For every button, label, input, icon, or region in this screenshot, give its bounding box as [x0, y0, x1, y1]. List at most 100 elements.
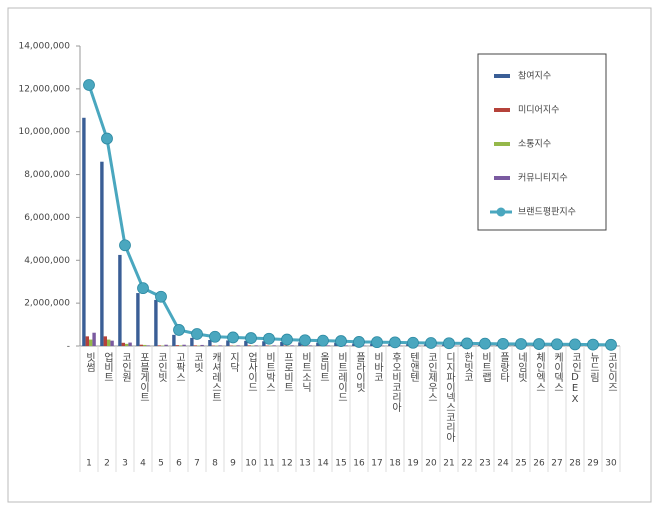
line-point — [101, 132, 113, 145]
bar — [190, 337, 194, 346]
legend-label: 소통지수 — [518, 139, 551, 150]
line-point — [515, 338, 527, 350]
rank-label: 10 — [245, 459, 257, 469]
rank-label: 1 — [86, 459, 92, 469]
bar — [154, 299, 158, 346]
x-tick-label: 캐셔레스트 — [210, 352, 222, 402]
rank-label: 5 — [158, 459, 164, 469]
rank-label: 13 — [299, 459, 310, 469]
legend-label: 브랜드평판지수 — [518, 207, 576, 218]
bar — [316, 342, 320, 346]
bar — [254, 345, 258, 346]
x-tick-label: 비트소닉 — [300, 352, 312, 393]
y-tick-label: 4,000,000 — [24, 256, 70, 266]
legend-label: 참여지수 — [518, 70, 551, 82]
line-point — [353, 336, 365, 348]
legend-label: 커뮤니티지수 — [518, 173, 568, 184]
line-point — [605, 338, 617, 351]
bar — [326, 345, 330, 346]
line-point — [119, 239, 131, 252]
bar — [157, 345, 161, 346]
bar — [280, 341, 284, 346]
legend-label: 미디어지수 — [518, 105, 559, 116]
bar — [344, 345, 348, 346]
rank-label: 23 — [479, 459, 490, 469]
bar — [110, 340, 114, 346]
x-tick-label: 비바코 — [372, 352, 384, 382]
x-tick-label: 한빗코 — [462, 352, 474, 382]
bar — [244, 340, 248, 346]
bar — [121, 342, 125, 346]
rank-label: 12 — [281, 459, 292, 469]
line-point — [371, 336, 383, 349]
bar — [182, 344, 186, 346]
y-tick-label: - — [67, 342, 70, 352]
x-tick-label: 코빗 — [192, 352, 204, 373]
bar — [290, 345, 294, 346]
legend-swatch — [494, 176, 510, 180]
rank-label: 28 — [569, 459, 581, 469]
rank-label: 27 — [551, 459, 562, 469]
bar — [89, 339, 93, 346]
legend-swatch — [494, 142, 510, 146]
bar — [103, 336, 107, 346]
rank-label: 11 — [263, 459, 274, 469]
bar — [193, 345, 197, 346]
line-point — [461, 337, 473, 350]
bar — [100, 161, 104, 346]
bar — [200, 344, 204, 346]
bar — [85, 336, 89, 346]
rank-label: 2 — [104, 459, 110, 469]
y-tick-label: 2,000,000 — [24, 299, 70, 309]
x-tick-label: 포블게이트 — [138, 352, 150, 402]
bar — [218, 345, 222, 346]
x-tick-label: 업비트 — [102, 351, 114, 382]
line-point — [389, 336, 401, 349]
line-point — [479, 337, 491, 350]
bar — [236, 345, 240, 346]
rank-label: 3 — [122, 459, 128, 469]
rank-label: 16 — [353, 459, 365, 469]
y-tick-label: 6,000,000 — [24, 213, 70, 223]
x-tick-label: 텐앤텐 — [408, 352, 420, 382]
rank-label: 8 — [212, 459, 218, 469]
line-point — [155, 290, 167, 303]
bar — [334, 342, 338, 346]
x-tick-label: 비트랩 — [480, 352, 492, 382]
rank-label: 9 — [230, 459, 236, 469]
line-point — [317, 334, 329, 347]
line-point — [263, 332, 275, 345]
line-point — [227, 331, 239, 344]
y-tick-label: 14,000,000 — [18, 42, 70, 52]
x-tick-label: 지닥 — [228, 352, 240, 373]
line-point — [173, 324, 185, 336]
x-tick-label: 코인제우스 — [426, 352, 438, 402]
legend-marker — [496, 207, 506, 217]
x-tick-label: 비트박스 — [264, 352, 276, 392]
x-tick-label: 코인이즈 — [606, 352, 618, 392]
x-tick-label: 디지파이넥스코리아 — [444, 352, 456, 443]
line-point — [281, 333, 293, 346]
bar — [208, 340, 212, 346]
bar — [118, 254, 122, 346]
bar — [226, 340, 230, 346]
x-tick-label: 체인엑스 — [534, 352, 546, 392]
line-point — [299, 334, 311, 347]
rank-label: 18 — [389, 459, 401, 469]
line-point — [335, 335, 347, 347]
x-tick-label: 후오비코리아 — [390, 352, 402, 413]
bar — [139, 344, 143, 346]
x-tick-label: 플라이빗 — [354, 352, 366, 393]
x-tick-label: 올비트 — [318, 352, 330, 382]
bar — [175, 345, 179, 346]
rank-label: 30 — [605, 459, 617, 469]
legend-swatch — [494, 108, 510, 112]
line-point — [137, 282, 149, 295]
line-point — [443, 337, 455, 350]
x-tick-label: 뉴드림 — [588, 352, 600, 382]
bar — [172, 334, 176, 346]
bar — [128, 342, 132, 346]
rank-label: 20 — [425, 459, 437, 469]
line-point — [569, 338, 581, 351]
rank-label: 26 — [533, 459, 545, 469]
